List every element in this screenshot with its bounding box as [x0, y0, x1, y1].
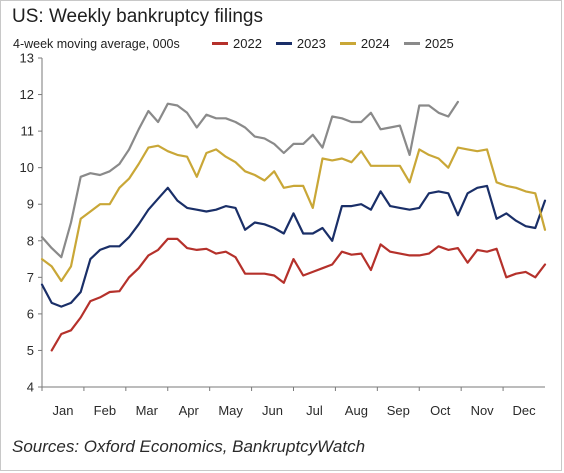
legend-item-2023: 2023: [275, 36, 326, 51]
y-tick-label: 8: [27, 233, 34, 248]
y-tick-label: 10: [20, 160, 34, 175]
y-tick-label: 13: [20, 51, 34, 66]
series-line-2023: [40, 184, 547, 308]
chart-title: US: Weekly bankruptcy filings: [12, 6, 263, 27]
legend-label-2022: 2022: [233, 36, 262, 51]
x-tick-label: Mar: [136, 403, 159, 418]
x-tick-label: Aug: [345, 403, 368, 418]
legend-swatch-2022: [212, 42, 228, 45]
x-tick-label: Feb: [94, 403, 116, 418]
y-tick-label: 9: [27, 197, 34, 212]
series-line-2022: [50, 237, 547, 352]
legend-item-2025: 2025: [403, 36, 454, 51]
x-tick-label: Oct: [430, 403, 451, 418]
x-tick-label: Jul: [306, 403, 323, 418]
legend-swatch-2024: [339, 42, 356, 45]
x-tick-label: May: [218, 403, 243, 418]
series-line-2024: [40, 144, 547, 283]
series-line-2025: [40, 100, 459, 259]
x-tick-label: Jun: [262, 403, 283, 418]
chart-subtitle: 4-week moving average, 000s: [13, 37, 180, 51]
legend-swatch-2023: [275, 42, 292, 45]
y-tick-label: 12: [20, 87, 34, 102]
x-tick-label: Sep: [387, 403, 410, 418]
legend: 2022 2023 2024 2025: [212, 36, 454, 51]
y-tick-label: 11: [21, 124, 35, 139]
source-note: Sources: Oxford Economics, BankruptcyWat…: [12, 437, 366, 456]
line-chart: 4 5 6 7 8 9 10 11 12 13 Jan Feb Mar Apr May Jun Jul Aug Se…: [20, 51, 547, 418]
y-tick-label: 5: [27, 343, 34, 358]
y-tick-label: 7: [27, 270, 34, 285]
x-tick-label: Apr: [179, 403, 200, 418]
legend-label-2023: 2023: [296, 36, 326, 51]
legend-label-2024: 2024: [360, 36, 390, 51]
y-tick-label: 6: [27, 306, 34, 321]
x-tick-label: Dec: [512, 403, 536, 418]
legend-item-2022: 2022: [212, 36, 262, 51]
x-tick-label: Nov: [471, 403, 495, 418]
y-tick-label: 4: [27, 380, 34, 395]
x-tick-label: Jan: [52, 403, 73, 418]
legend-swatch-2025: [403, 42, 420, 45]
legend-label-2025: 2025: [424, 36, 454, 51]
legend-item-2024: 2024: [339, 36, 390, 51]
